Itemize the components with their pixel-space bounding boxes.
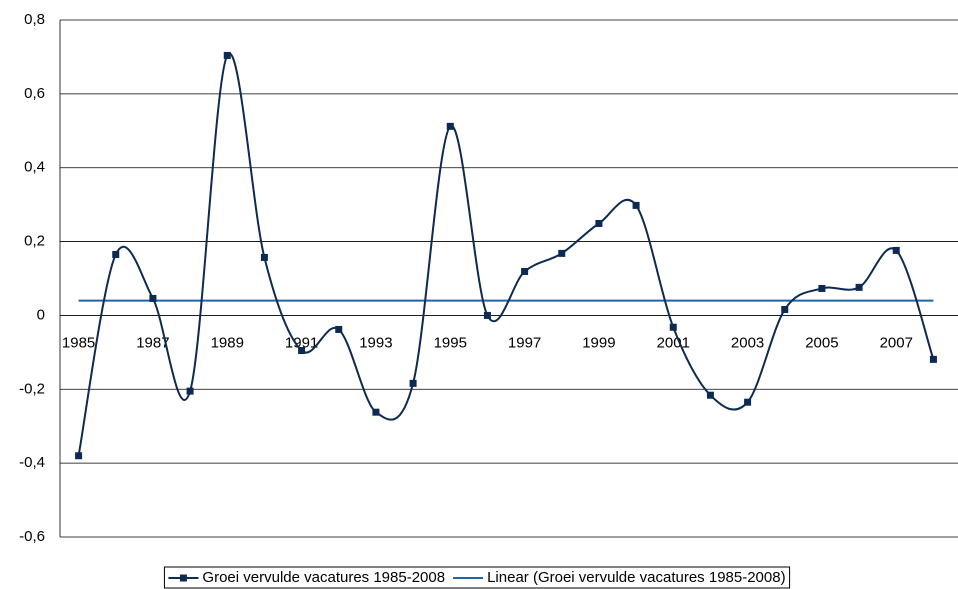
x-tick-label: 1997 (508, 334, 541, 351)
legend-label: Groei vervulde vacatures 1985-2008 (202, 569, 445, 586)
point-marker (706, 391, 714, 399)
point-marker (223, 51, 231, 59)
x-tick-label: 1993 (359, 334, 392, 351)
x-tick-label: 2001 (657, 334, 690, 351)
y-tick-label: -0,2 (19, 380, 45, 397)
y-tick-label: 0,6 (24, 85, 45, 102)
point-marker (595, 219, 603, 227)
y-tick-label: 0,8 (24, 11, 45, 28)
point-marker (744, 398, 752, 406)
point-marker (892, 246, 900, 254)
y-tick-label: 0,2 (24, 233, 45, 250)
point-marker (632, 201, 640, 209)
point-marker (372, 408, 380, 416)
x-tick-label: 1987 (136, 334, 169, 351)
point-marker (260, 253, 268, 261)
legend-label: Linear (Groei vervulde vacatures 1985-20… (487, 569, 786, 586)
point-marker (669, 323, 677, 331)
legend: Groei vervulde vacatures 1985-2008 Linear… (163, 566, 791, 589)
y-tick-label: -0,6 (19, 528, 45, 545)
point-marker (558, 249, 566, 257)
point-marker (409, 379, 417, 387)
x-tick-label: 1995 (434, 334, 467, 351)
y-tick-label: -0,4 (19, 454, 45, 471)
point-marker (929, 355, 937, 363)
series-line (77, 52, 935, 456)
point-marker (112, 250, 120, 258)
point-marker (855, 283, 863, 291)
x-tick-label: 1989 (211, 334, 244, 351)
point-marker (781, 306, 789, 314)
y-tick-label: 0 (37, 306, 45, 323)
point-marker (298, 347, 306, 355)
x-tick-label: 2007 (880, 334, 913, 351)
point-marker (75, 452, 83, 460)
point-marker (446, 122, 454, 130)
x-tick-label: 1999 (582, 334, 615, 351)
x-tick-label: 1985 (62, 334, 95, 351)
point-marker (818, 284, 826, 292)
point-marker (186, 387, 194, 395)
y-tick-label: 0,4 (24, 159, 45, 176)
legend-marker (179, 574, 187, 582)
point-marker (521, 267, 529, 275)
x-tick-label: 2005 (805, 334, 838, 351)
point-marker (335, 325, 343, 333)
point-marker (483, 311, 491, 319)
point-marker (149, 294, 157, 302)
x-tick-label: 2003 (731, 334, 764, 351)
